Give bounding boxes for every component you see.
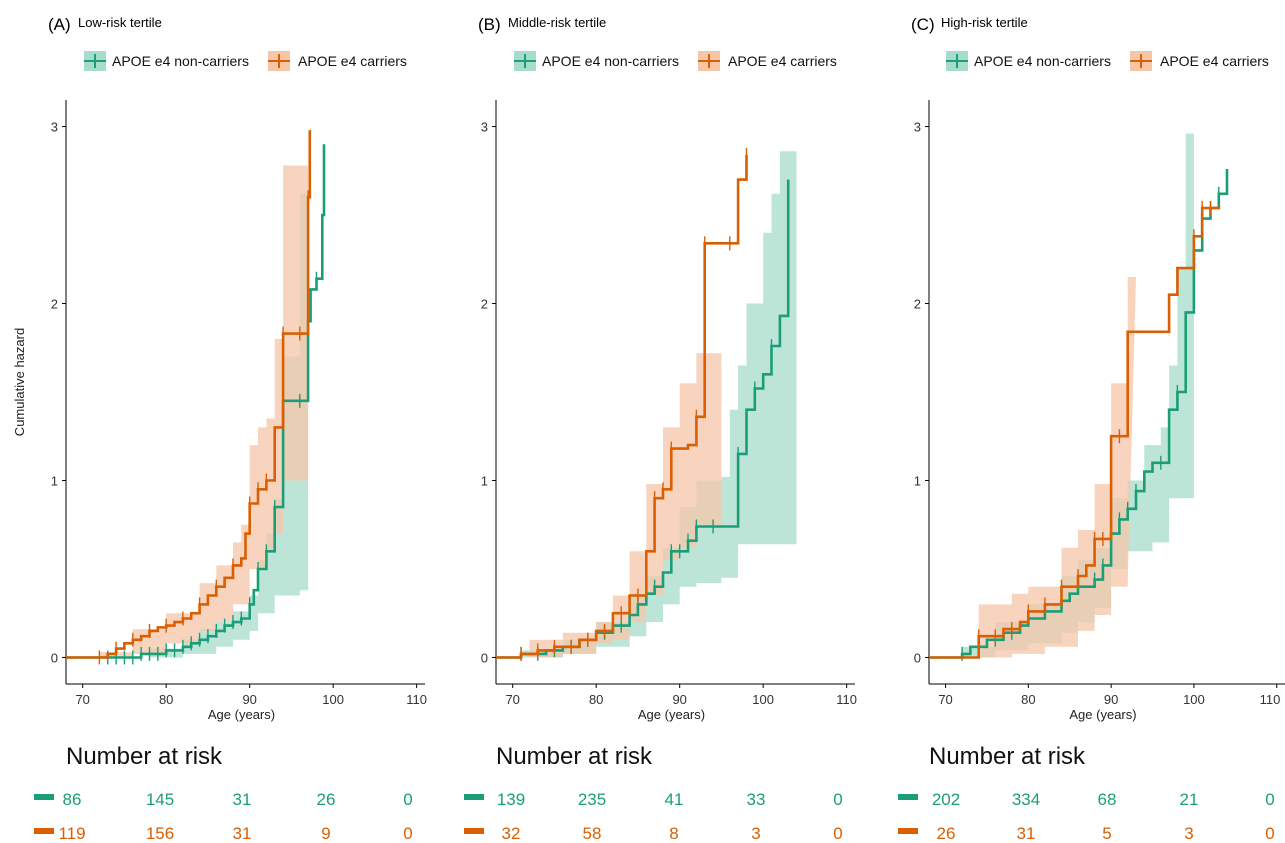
risk-row-key-noncarrier xyxy=(898,794,918,800)
risk-count-carrier: 119 xyxy=(58,824,85,843)
x-tick-label: 70 xyxy=(75,692,89,707)
x-tick-label: 80 xyxy=(1021,692,1035,707)
x-tick-label: 80 xyxy=(159,692,173,707)
panel-title: Middle-risk tertile xyxy=(508,15,606,30)
risk-count-noncarrier: 68 xyxy=(1098,790,1117,809)
x-tick-label: 100 xyxy=(1183,692,1205,707)
x-axis-title: Age (years) xyxy=(1069,707,1136,722)
risk-count-noncarrier: 334 xyxy=(1012,790,1040,809)
risk-count-carrier: 0 xyxy=(1265,824,1274,843)
risk-count-noncarrier: 145 xyxy=(146,790,174,809)
legend-label-carrier: APOE e4 carriers xyxy=(298,53,407,69)
risk-table: Number at risk 86 145 31 26 0 119 156 31 9 0 xyxy=(34,743,413,843)
panel-title: Low-risk tertile xyxy=(78,15,162,30)
risk-count-carrier: 58 xyxy=(583,824,602,843)
panel-title: High-risk tertile xyxy=(941,15,1028,30)
risk-row-key-carrier xyxy=(464,828,484,834)
risk-count-noncarrier: 0 xyxy=(833,790,842,809)
ci-band-noncarrier xyxy=(962,133,1194,658)
risk-table-title: Number at risk xyxy=(929,743,1086,770)
risk-table-title: Number at risk xyxy=(496,743,653,770)
risk-count-noncarrier: 235 xyxy=(578,790,606,809)
ci-band-carrier xyxy=(99,165,309,658)
x-tick-label: 70 xyxy=(938,692,952,707)
panel-letter: (A) xyxy=(48,15,71,34)
legend: APOE e4 non-carriers APOE e4 carriers xyxy=(514,51,837,71)
risk-count-carrier: 9 xyxy=(321,824,330,843)
risk-table: Number at risk 202 334 68 21 0 26 31 5 3 0 xyxy=(898,743,1275,843)
risk-count-carrier: 156 xyxy=(146,824,174,843)
risk-count-noncarrier: 31 xyxy=(233,790,252,809)
x-tick-label: 70 xyxy=(505,692,519,707)
y-axis-title: Cumulative hazard xyxy=(12,328,27,436)
ci-band-carrier xyxy=(978,277,1136,658)
x-axis-title: Age (years) xyxy=(638,707,705,722)
risk-count-noncarrier: 0 xyxy=(1265,790,1274,809)
y-tick-label: 1 xyxy=(914,473,921,488)
risk-count-noncarrier: 21 xyxy=(1180,790,1199,809)
risk-count-noncarrier: 41 xyxy=(665,790,684,809)
risk-count-noncarrier: 86 xyxy=(63,790,82,809)
y-tick-label: 0 xyxy=(51,650,58,665)
risk-table: Number at risk 139 235 41 33 0 32 58 8 3 0 xyxy=(464,743,843,843)
x-tick-label: 110 xyxy=(406,692,427,707)
legend: APOE e4 non-carriers APOE e4 carriers xyxy=(946,51,1269,71)
panel-letter: (C) xyxy=(911,15,935,34)
risk-row-key-noncarrier xyxy=(464,794,484,800)
legend-label-noncarrier: APOE e4 non-carriers xyxy=(112,53,249,69)
risk-count-noncarrier: 0 xyxy=(403,790,412,809)
panel-b: (B) Middle-risk tertile APOE e4 non-carrie… xyxy=(464,15,857,843)
x-tick-label: 80 xyxy=(589,692,603,707)
y-tick-label: 1 xyxy=(481,473,488,488)
y-tick-label: 2 xyxy=(51,297,58,312)
ci-band-carrier xyxy=(529,353,722,658)
y-tick-label: 3 xyxy=(51,120,58,135)
ci-band-noncarrier xyxy=(521,151,797,658)
legend-label-noncarrier: APOE e4 non-carriers xyxy=(974,53,1111,69)
risk-count-carrier: 3 xyxy=(751,824,760,843)
x-tick-label: 110 xyxy=(1260,692,1281,707)
x-tick-label: 90 xyxy=(1104,692,1118,707)
risk-count-carrier: 26 xyxy=(937,824,956,843)
risk-count-carrier: 5 xyxy=(1102,824,1111,843)
y-tick-label: 2 xyxy=(914,297,921,312)
risk-count-carrier: 0 xyxy=(833,824,842,843)
risk-count-carrier: 8 xyxy=(669,824,678,843)
x-axis-title: Age (years) xyxy=(208,707,275,722)
legend-label-noncarrier: APOE e4 non-carriers xyxy=(542,53,679,69)
risk-count-noncarrier: 33 xyxy=(747,790,766,809)
x-tick-label: 90 xyxy=(242,692,256,707)
risk-count-carrier: 32 xyxy=(502,824,521,843)
x-tick-label: 100 xyxy=(752,692,774,707)
panel-c: (C) High-risk tertile APOE e4 non-carriers… xyxy=(898,15,1285,843)
legend: APOE e4 non-carriers APOE e4 carriers xyxy=(84,51,407,71)
km-curve-noncarrier xyxy=(66,144,326,659)
risk-count-noncarrier: 139 xyxy=(497,790,525,809)
y-tick-label: 1 xyxy=(51,473,58,488)
risk-count-carrier: 3 xyxy=(1184,824,1193,843)
y-tick-label: 0 xyxy=(914,650,921,665)
legend-label-carrier: APOE e4 carriers xyxy=(728,53,837,69)
risk-row-key-carrier xyxy=(898,828,918,834)
x-tick-label: 90 xyxy=(672,692,686,707)
risk-count-carrier: 31 xyxy=(1017,824,1036,843)
risk-count-carrier: 31 xyxy=(233,824,252,843)
panel-letter: (B) xyxy=(478,15,501,34)
legend-label-carrier: APOE e4 carriers xyxy=(1160,53,1269,69)
x-tick-label: 100 xyxy=(322,692,344,707)
risk-count-noncarrier: 26 xyxy=(317,790,336,809)
risk-count-noncarrier: 202 xyxy=(932,790,960,809)
risk-count-carrier: 0 xyxy=(403,824,412,843)
risk-row-key-carrier xyxy=(34,828,54,834)
y-tick-label: 2 xyxy=(481,297,488,312)
risk-row-key-noncarrier xyxy=(34,794,54,800)
y-tick-label: 3 xyxy=(914,120,921,135)
risk-table-title: Number at risk xyxy=(66,743,223,770)
y-tick-label: 0 xyxy=(481,650,488,665)
y-tick-label: 3 xyxy=(481,120,488,135)
x-tick-label: 110 xyxy=(836,692,857,707)
